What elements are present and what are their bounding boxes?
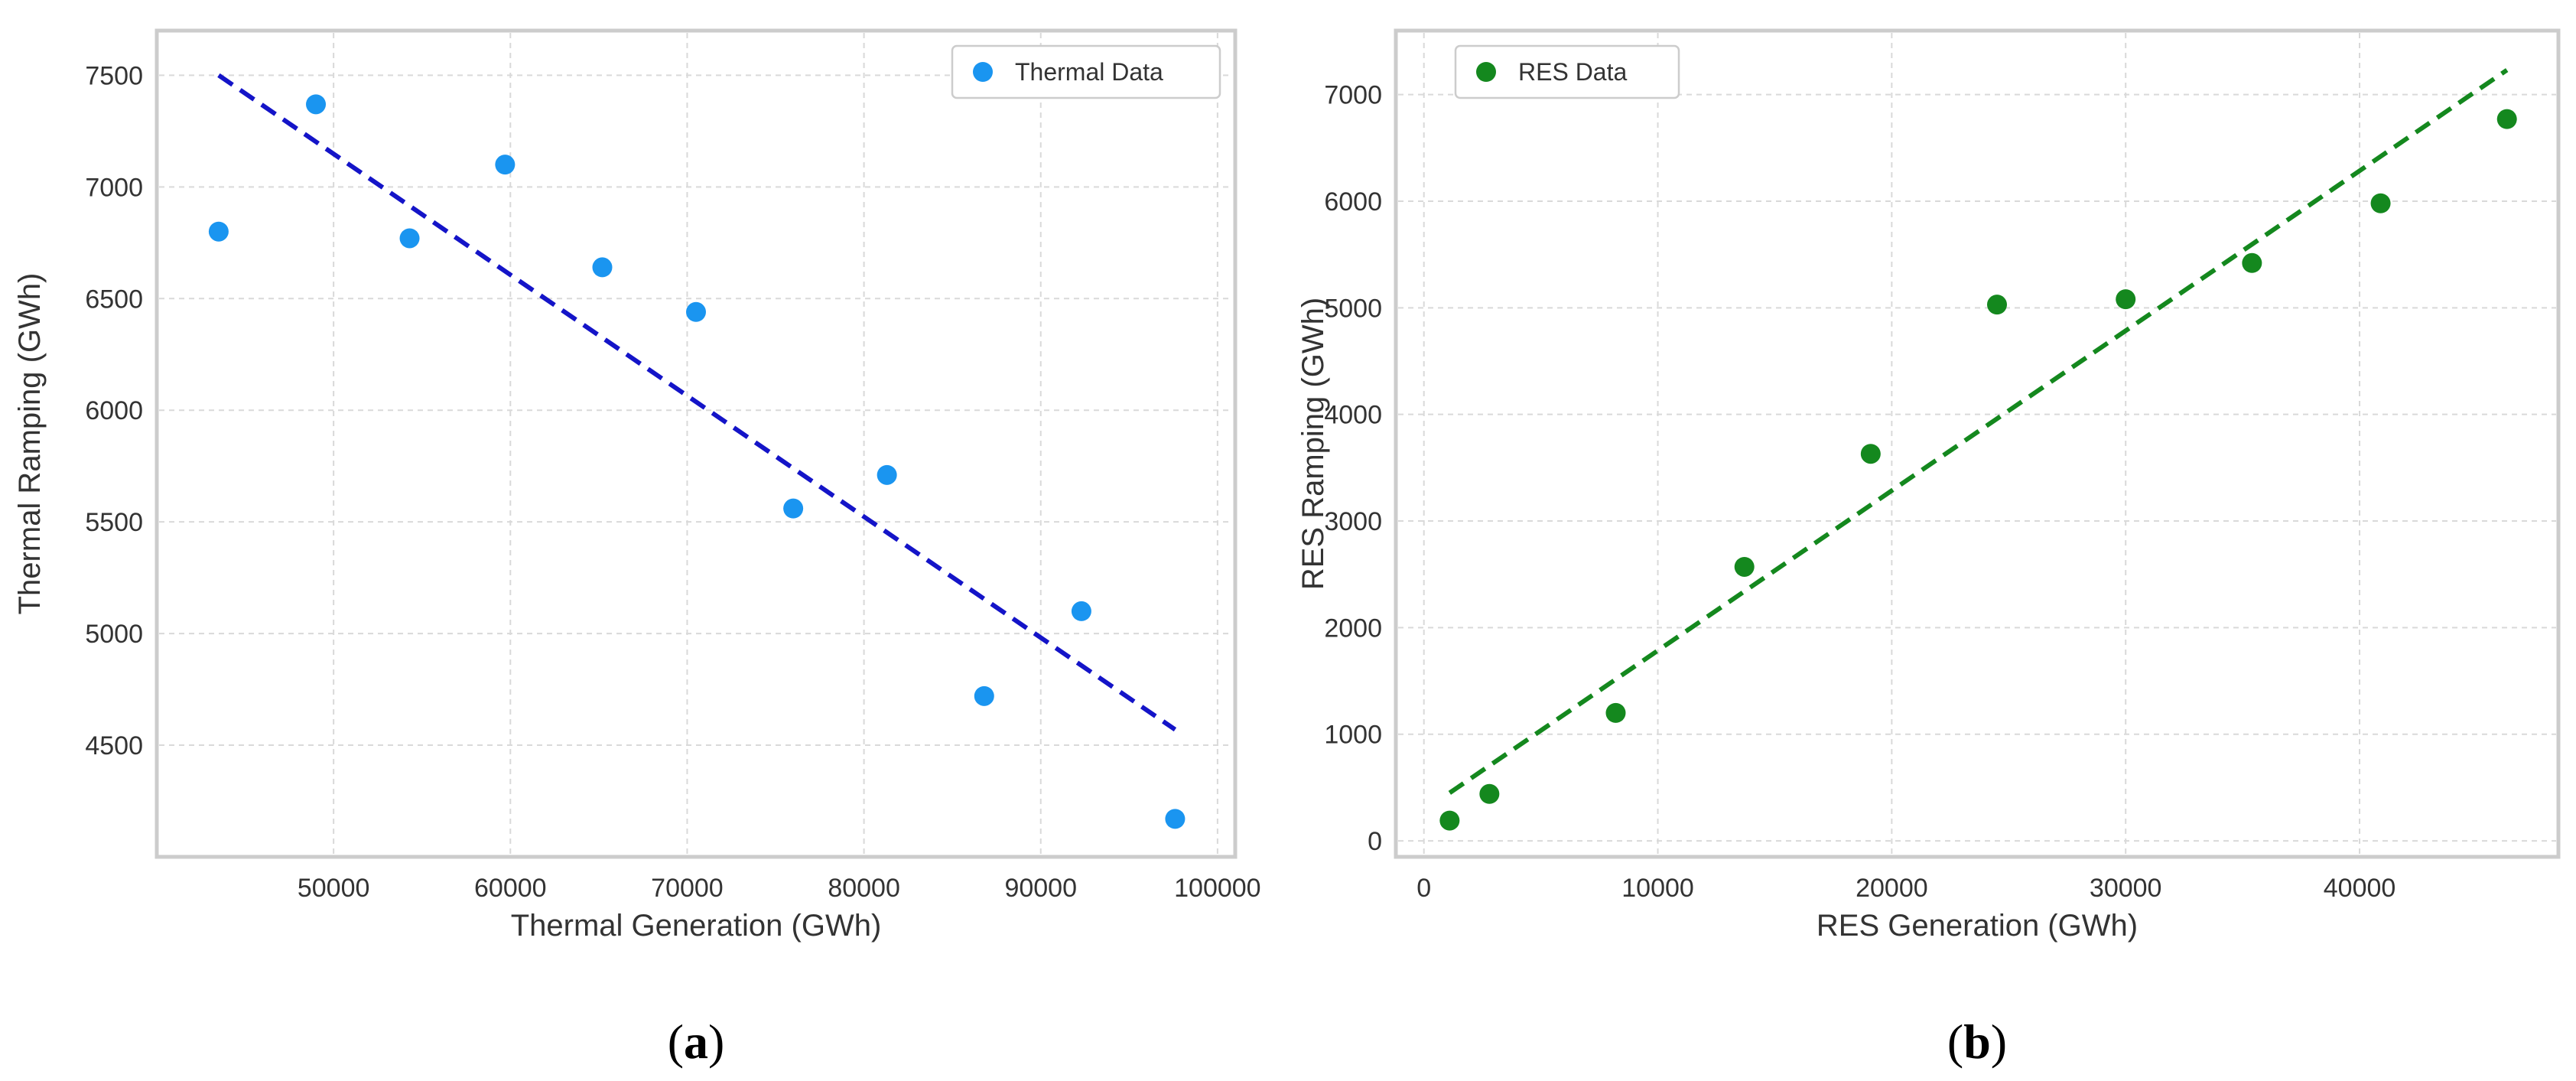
y-tick-label: 6000 [1324,187,1382,217]
data-point [1479,783,1500,804]
data-point [2496,109,2517,129]
y-tick-label: 2000 [1324,614,1382,643]
y-tick-label: 0 [1368,827,1382,856]
x-tick-label: 80000 [828,874,900,903]
data-point [686,301,706,322]
legend: RES Data [1454,44,1680,99]
x-axis-label: Thermal Generation (GWh) [511,909,882,943]
y-tick-label: 7500 [85,61,143,90]
x-tick-label: 60000 [474,874,547,903]
panel-label: (b) [1947,1014,2007,1069]
panel-label-open: ( [1947,1014,1963,1069]
y-tick-label: 4500 [85,731,143,760]
data-point [1165,809,1186,829]
plot-area [154,28,1238,859]
y-tick-label: 6500 [85,285,143,314]
legend-box [1454,44,1680,99]
legend-box [951,44,1221,99]
trend-line [1448,68,2509,795]
data-point [1860,444,1881,464]
data-point [1986,295,2007,315]
y-tick-label: 3000 [1324,507,1382,536]
data-point [877,464,897,485]
data-point [306,94,327,115]
panel-label-open: ( [668,1014,684,1069]
data-point [2242,252,2262,273]
y-tick-label: 5500 [85,508,143,537]
y-axis-label: Thermal Ramping (GWh) [13,273,47,615]
x-tick-label: 50000 [298,874,370,903]
legend-marker [1476,62,1496,82]
x-tick-label: 30000 [2090,874,2162,903]
x-axis-label: RES Generation (GWh) [1817,909,2138,943]
chart-panel-a: 50000 60000 70000 80000 90000 100000 4500 5000 5… [13,28,1261,1069]
x-tick-label: 70000 [651,874,724,903]
data-point [1605,702,1626,723]
data-point [495,155,516,175]
data-point [1439,810,1460,831]
legend: Thermal Data [951,44,1221,99]
x-tick-label: 10000 [1621,874,1694,903]
data-point [783,498,804,519]
y-tick-label: 1000 [1324,721,1382,750]
x-tick-label: 20000 [1856,874,1928,903]
panel-label: (a) [668,1014,725,1069]
x-tick-label: 90000 [1004,874,1077,903]
panel-label-close: ) [708,1014,724,1069]
data-point [208,221,229,242]
data-point [1734,556,1755,577]
data-point [399,228,420,249]
y-tick-label: 4000 [1324,401,1382,430]
chart-panel-b: 0 10000 20000 30000 40000 0 1000 2000 3000 4000 50… [1296,28,2561,1069]
x-tick-label: 0 [1416,874,1431,903]
x-tick-label: 100000 [1174,874,1260,903]
legend-marker [973,62,993,82]
y-tick-label: 7000 [1324,81,1382,110]
data-point [592,257,613,278]
panel-label-letter: a [684,1014,708,1069]
y-tick-label: 5000 [1324,294,1382,323]
y-tick-label: 7000 [85,173,143,202]
x-tick-label: 40000 [2324,874,2396,903]
y-tick-label: 6000 [85,396,143,425]
trend-line [217,73,1177,732]
data-point [2116,289,2136,310]
data-point [1071,601,1091,621]
panel-label-letter: b [1963,1014,1991,1069]
data-point [974,685,994,706]
panel-label-close: ) [1991,1014,2007,1069]
y-tick-label: 5000 [85,620,143,649]
legend-label: Thermal Data [1015,58,1163,86]
data-point [2370,193,2391,213]
y-axis-label: RES Ramping (GWh) [1296,298,1330,590]
legend-label: RES Data [1518,58,1627,86]
